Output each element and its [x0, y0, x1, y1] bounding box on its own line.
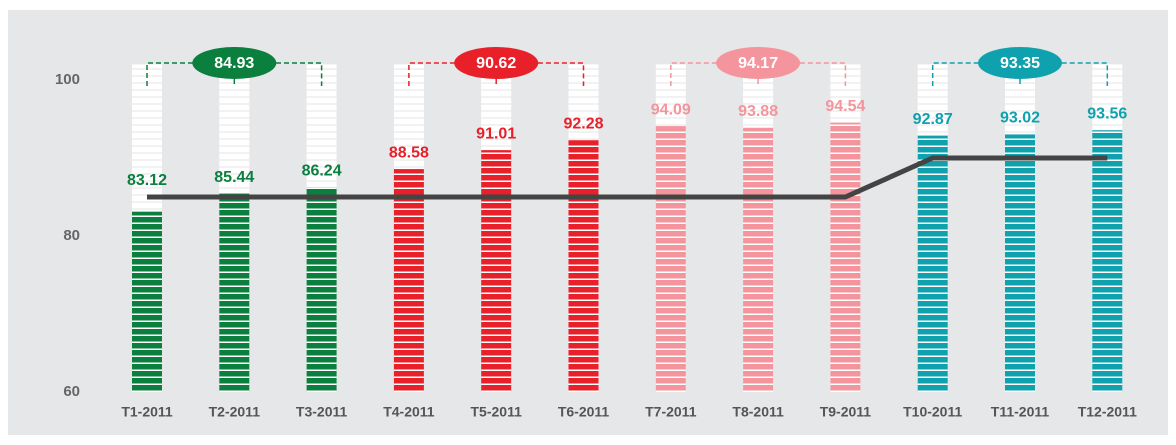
data-label: 88.58 [389, 144, 429, 161]
x-tick-label: T3-2011 [296, 404, 348, 420]
x-tick-label: T5-2011 [471, 404, 523, 420]
y-tick-label: 80 [63, 227, 80, 244]
x-tick-label: T10-2011 [903, 404, 962, 420]
data-label: 94.54 [825, 98, 865, 115]
bar-stripes [917, 135, 948, 392]
bar-stripes [481, 150, 512, 392]
bar-stripes [655, 126, 686, 393]
group-value: 84.93 [214, 55, 254, 72]
bar-stripes [306, 187, 337, 392]
group-value: 94.17 [738, 55, 778, 72]
data-label: 93.02 [1000, 110, 1040, 127]
data-label: 92.87 [913, 111, 953, 128]
data-label: 83.12 [127, 172, 167, 189]
data-label: 85.44 [214, 169, 254, 186]
data-label: 86.24 [302, 163, 342, 180]
data-label: 93.88 [738, 103, 778, 120]
y-tick-label: 60 [63, 383, 80, 400]
group-bracket [408, 62, 585, 86]
bar-stripes [568, 140, 599, 392]
group-value: 90.62 [476, 55, 516, 72]
x-tick-label: T1-2011 [121, 404, 173, 420]
data-label: 92.28 [563, 115, 603, 132]
x-tick-label: T9-2011 [820, 404, 872, 420]
x-tick-label: T8-2011 [732, 404, 784, 420]
bar-stripes [1092, 130, 1123, 392]
x-tick-label: T2-2011 [209, 404, 261, 420]
bar-stripes [219, 193, 250, 392]
x-tick-label: T12-2011 [1078, 404, 1137, 420]
data-label: 93.56 [1087, 105, 1127, 122]
group-badge [716, 47, 801, 79]
x-tick-label: T4-2011 [383, 404, 435, 420]
x-tick-label: T11-2011 [991, 404, 1050, 420]
bar-stripes [132, 211, 162, 392]
bar-stripes [743, 127, 774, 393]
bar-stripes [1005, 134, 1035, 392]
group-badge [978, 47, 1062, 79]
bar-stripes [830, 122, 861, 392]
group-bracket [670, 62, 847, 86]
data-label: 94.09 [651, 101, 691, 118]
group-bracket [146, 62, 323, 86]
group-bracket [931, 62, 1109, 86]
x-tick-label: T7-2011 [645, 404, 697, 420]
group-badge [192, 47, 277, 79]
bar-stripes [393, 169, 424, 392]
group-badge [454, 47, 539, 79]
target-line [147, 155, 1108, 200]
x-tick-label: T6-2011 [558, 404, 610, 420]
group-value: 93.35 [1000, 55, 1040, 72]
y-tick-label: 100 [55, 71, 80, 88]
data-label: 91.01 [476, 125, 516, 142]
